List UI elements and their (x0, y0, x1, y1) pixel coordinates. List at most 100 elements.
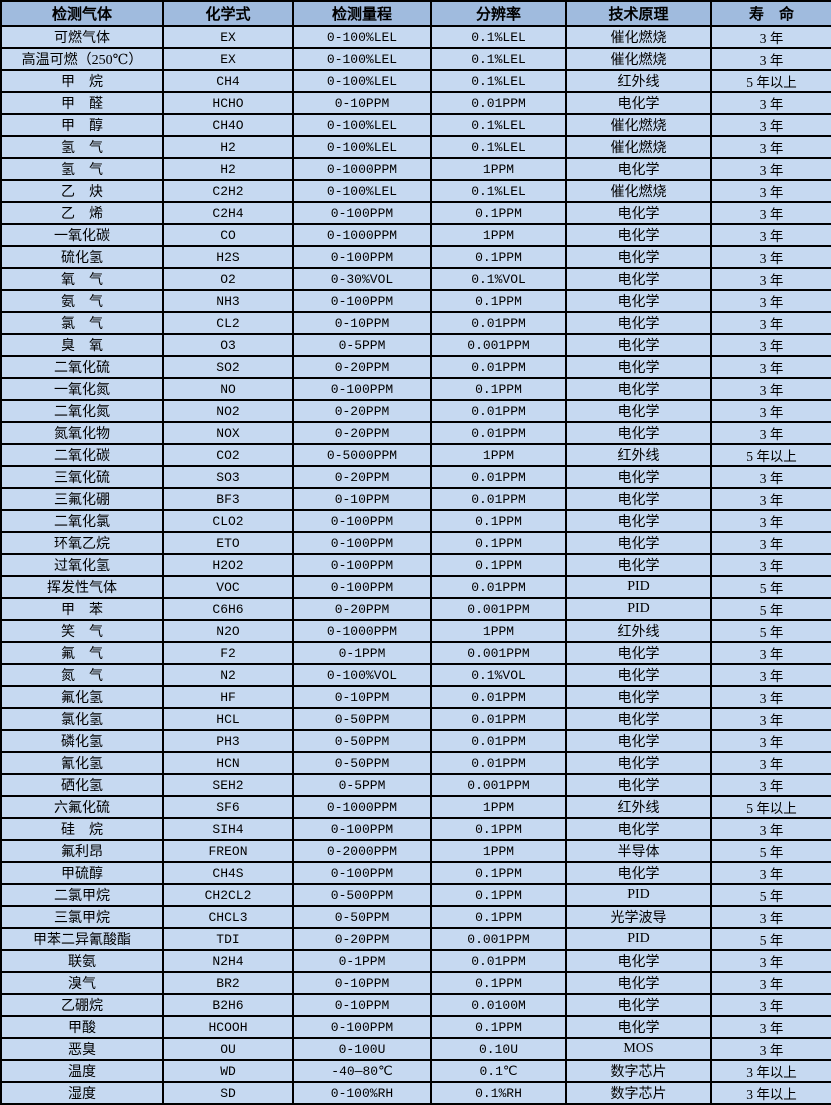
cell-resolution: 0.1%LEL (430, 179, 567, 203)
table-row: 联氨 N2H4 0-1PPM 0.01PPM 电化学 3 年 (0, 949, 831, 973)
cell-life: 3 年 (710, 223, 831, 247)
cell-principle: 电化学 (565, 707, 712, 731)
cell-resolution: 0.1PPM (430, 245, 567, 269)
cell-formula: CLO2 (162, 509, 294, 533)
cell-resolution: 0.1PPM (430, 553, 567, 577)
cell-gas: 氮氧化物 (0, 421, 164, 445)
cell-formula: B2H6 (162, 993, 294, 1017)
cell-range: 0-20PPM (292, 421, 432, 445)
cell-formula: NO2 (162, 399, 294, 423)
cell-gas: 六氟化硫 (0, 795, 164, 819)
cell-principle: 电化学 (565, 641, 712, 665)
cell-life: 3 年 (710, 1015, 831, 1039)
cell-gas: 二氧化碳 (0, 443, 164, 467)
cell-resolution: 0.01PPM (430, 399, 567, 423)
table-row: 六氟化硫 SF6 0-1000PPM 1PPM 红外线 5 年以上 (0, 795, 831, 819)
cell-range: 0-20PPM (292, 465, 432, 489)
table-row: 甲 苯 C6H6 0-20PPM 0.001PPM PID 5 年 (0, 597, 831, 621)
cell-life: 3 年 (710, 1037, 831, 1061)
cell-gas: 甲 醛 (0, 91, 164, 115)
cell-gas: 氟化氢 (0, 685, 164, 709)
cell-principle: 电化学 (565, 993, 712, 1017)
cell-formula: HCOOH (162, 1015, 294, 1039)
table-row: 氢 气 H2 0-1000PPM 1PPM 电化学 3 年 (0, 157, 831, 181)
cell-resolution: 0.1PPM (430, 289, 567, 313)
cell-life: 5 年以上 (710, 69, 831, 93)
table-row: 硒化氢 SEH2 0-5PPM 0.001PPM 电化学 3 年 (0, 773, 831, 797)
cell-resolution: 0.0100M (430, 993, 567, 1017)
cell-formula: SO2 (162, 355, 294, 379)
cell-life: 3 年 (710, 509, 831, 533)
cell-life: 3 年 (710, 135, 831, 159)
cell-gas: 氰化氢 (0, 751, 164, 775)
cell-range: 0-50PPM (292, 905, 432, 929)
cell-principle: 电化学 (565, 773, 712, 797)
cell-gas: 氧 气 (0, 267, 164, 291)
column-header-range: 检测量程 (292, 0, 432, 27)
table-row: 氢 气 H2 0-100%LEL 0.1%LEL 催化燃烧 3 年 (0, 135, 831, 159)
cell-life: 5 年以上 (710, 795, 831, 819)
cell-life: 3 年 (710, 47, 831, 71)
cell-gas: 湿度 (0, 1081, 164, 1105)
cell-formula: BR2 (162, 971, 294, 995)
table-row: 笑 气 N2O 0-1000PPM 1PPM 红外线 5 年 (0, 619, 831, 643)
cell-formula: HF (162, 685, 294, 709)
cell-formula: H2S (162, 245, 294, 269)
cell-gas: 氢 气 (0, 157, 164, 181)
cell-gas: 环氧乙烷 (0, 531, 164, 555)
cell-principle: 电化学 (565, 267, 712, 291)
cell-formula: CH4O (162, 113, 294, 137)
cell-life: 3 年以上 (710, 1081, 831, 1105)
table-row: 温度 WD -40—80℃ 0.1℃ 数字芯片 3 年以上 (0, 1059, 831, 1083)
cell-resolution: 0.01PPM (430, 729, 567, 753)
column-header-principle: 技术原理 (565, 0, 712, 27)
cell-life: 5 年 (710, 883, 831, 907)
cell-life: 3 年 (710, 729, 831, 753)
table-row: 氟利昂 FREON 0-2000PPM 1PPM 半导体 5 年 (0, 839, 831, 863)
table-row: 乙硼烷 B2H6 0-10PPM 0.0100M 电化学 3 年 (0, 993, 831, 1017)
cell-gas: 温度 (0, 1059, 164, 1083)
table-row: 氟化氢 HF 0-10PPM 0.01PPM 电化学 3 年 (0, 685, 831, 709)
cell-resolution: 0.1%LEL (430, 135, 567, 159)
cell-life: 5 年 (710, 619, 831, 643)
cell-range: 0-100%LEL (292, 135, 432, 159)
cell-life: 3 年 (710, 465, 831, 489)
cell-range: 0-100PPM (292, 289, 432, 313)
cell-gas: 硫化氢 (0, 245, 164, 269)
cell-life: 5 年以上 (710, 443, 831, 467)
cell-resolution: 0.001PPM (430, 773, 567, 797)
cell-formula: H2 (162, 135, 294, 159)
cell-formula: N2 (162, 663, 294, 687)
cell-formula: NO (162, 377, 294, 401)
cell-range: 0-30%VOL (292, 267, 432, 291)
cell-principle: 电化学 (565, 509, 712, 533)
cell-life: 3 年 (710, 113, 831, 137)
cell-resolution: 0.1%RH (430, 1081, 567, 1105)
cell-gas: 氟利昂 (0, 839, 164, 863)
cell-formula: HCL (162, 707, 294, 731)
table-row: 氨 气 NH3 0-100PPM 0.1PPM 电化学 3 年 (0, 289, 831, 313)
cell-formula: C2H2 (162, 179, 294, 203)
cell-range: 0-20PPM (292, 355, 432, 379)
cell-principle: PID (565, 927, 712, 951)
cell-resolution: 0.10U (430, 1037, 567, 1061)
cell-range: 0-1000PPM (292, 619, 432, 643)
cell-resolution: 0.1℃ (430, 1059, 567, 1083)
cell-gas: 笑 气 (0, 619, 164, 643)
cell-formula: NH3 (162, 289, 294, 313)
table-row: 臭 氧 O3 0-5PPM 0.001PPM 电化学 3 年 (0, 333, 831, 357)
cell-range: 0-100PPM (292, 861, 432, 885)
cell-formula: VOC (162, 575, 294, 599)
cell-range: 0-100PPM (292, 575, 432, 599)
cell-range: 0-100%LEL (292, 113, 432, 137)
cell-principle: 电化学 (565, 971, 712, 995)
column-header-gas: 检测气体 (0, 0, 164, 27)
cell-formula: CO (162, 223, 294, 247)
cell-formula: C6H6 (162, 597, 294, 621)
cell-life: 3 年 (710, 201, 831, 225)
cell-principle: 催化燃烧 (565, 47, 712, 71)
cell-gas: 氯化氢 (0, 707, 164, 731)
cell-life: 5 年 (710, 597, 831, 621)
cell-principle: 电化学 (565, 355, 712, 379)
table-row: 溴气 BR2 0-10PPM 0.1PPM 电化学 3 年 (0, 971, 831, 995)
